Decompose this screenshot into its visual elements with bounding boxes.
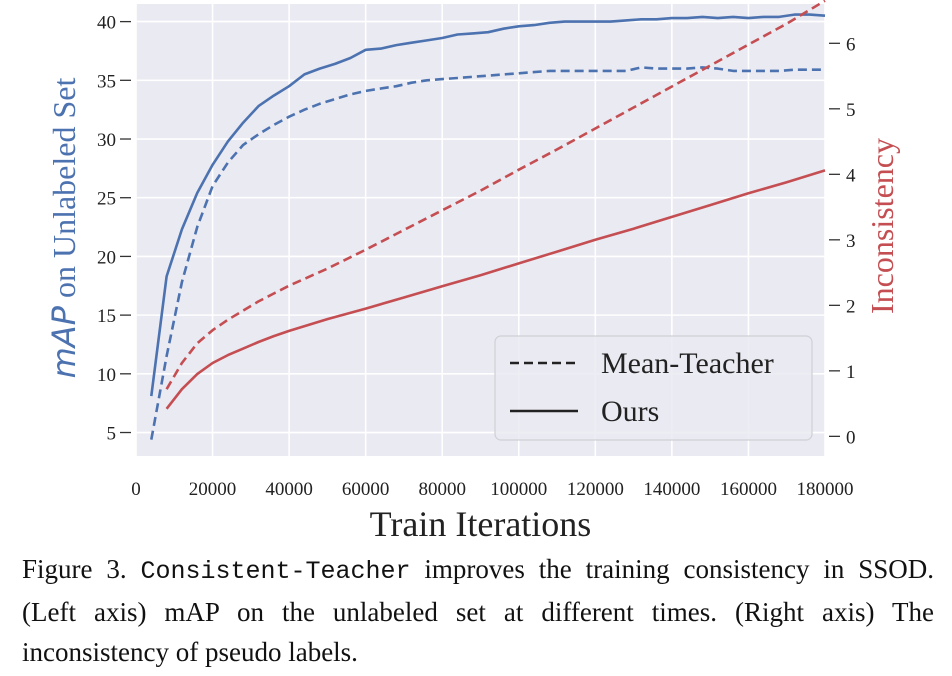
x-tick-label: 60000 xyxy=(342,479,390,500)
legend-label: Ours xyxy=(601,395,659,428)
caption-method: Consistent-Teacher xyxy=(140,557,411,586)
y-axis-label-left-italic: mAP xyxy=(45,305,83,378)
y-right-tick-label: 0 xyxy=(846,427,856,448)
y-axis-label-right: Inconsistency xyxy=(864,138,900,314)
series-line-map-mean-teacher xyxy=(150,66,825,440)
x-tick-label: 140000 xyxy=(643,479,700,500)
series-line-inconsistency-mean-teacher xyxy=(165,0,826,390)
x-tick-label: 160000 xyxy=(720,479,777,500)
y-left-tick-label: 35 xyxy=(97,71,116,92)
y-left-tick-label: 20 xyxy=(97,247,116,268)
y-left-tick-label: 30 xyxy=(97,130,116,151)
y-left-tick-label: 40 xyxy=(97,13,116,34)
series-line-inconsistency-ours xyxy=(165,169,826,410)
legend: Mean-Teacher Ours xyxy=(494,335,813,441)
y-right-tick-label: 4 xyxy=(846,165,856,186)
x-axis-label: Train Iterations xyxy=(370,504,592,544)
x-tick-label: 20000 xyxy=(189,479,237,500)
x-tick-label: 0 xyxy=(131,479,141,500)
x-tick-label: 40000 xyxy=(265,479,313,500)
x-tick-label: 180000 xyxy=(797,479,854,500)
y-right-tick-label: 1 xyxy=(846,362,856,383)
caption-label: Figure 3. xyxy=(22,554,127,584)
y-left-tick-label: 5 xyxy=(107,424,117,445)
y-right-tick-label: 2 xyxy=(846,296,856,317)
chart: 0 20000 40000 60000 80000 100000 120000 140000 1… xyxy=(45,0,900,544)
caption-text: improves the training consistency in SSO… xyxy=(22,554,934,667)
x-tick-label: 100000 xyxy=(490,479,547,500)
y-right-tick-label: 6 xyxy=(846,34,856,55)
y-right-tick-label: 5 xyxy=(846,100,856,121)
y-left-tick-label: 10 xyxy=(97,365,116,386)
y-right-tick-label: 3 xyxy=(846,231,856,252)
y-axis-label-left: mAP on Unlabeled Set xyxy=(45,78,83,379)
legend-label: Mean-Teacher xyxy=(601,347,774,380)
x-tick-label: 120000 xyxy=(567,479,624,500)
series-line-map-ours xyxy=(150,13,826,397)
series-layer xyxy=(150,0,826,440)
ticks: 0 20000 40000 60000 80000 100000 120000 140000 1… xyxy=(97,13,856,500)
figure-caption: Figure 3. Consistent-Teacher improves th… xyxy=(22,549,934,672)
y-left-tick-label: 25 xyxy=(97,189,116,210)
y-axis-label-left-rest: on Unlabeled Set xyxy=(46,78,82,307)
y-left-tick-label: 15 xyxy=(97,306,116,327)
x-tick-label: 80000 xyxy=(418,479,466,500)
